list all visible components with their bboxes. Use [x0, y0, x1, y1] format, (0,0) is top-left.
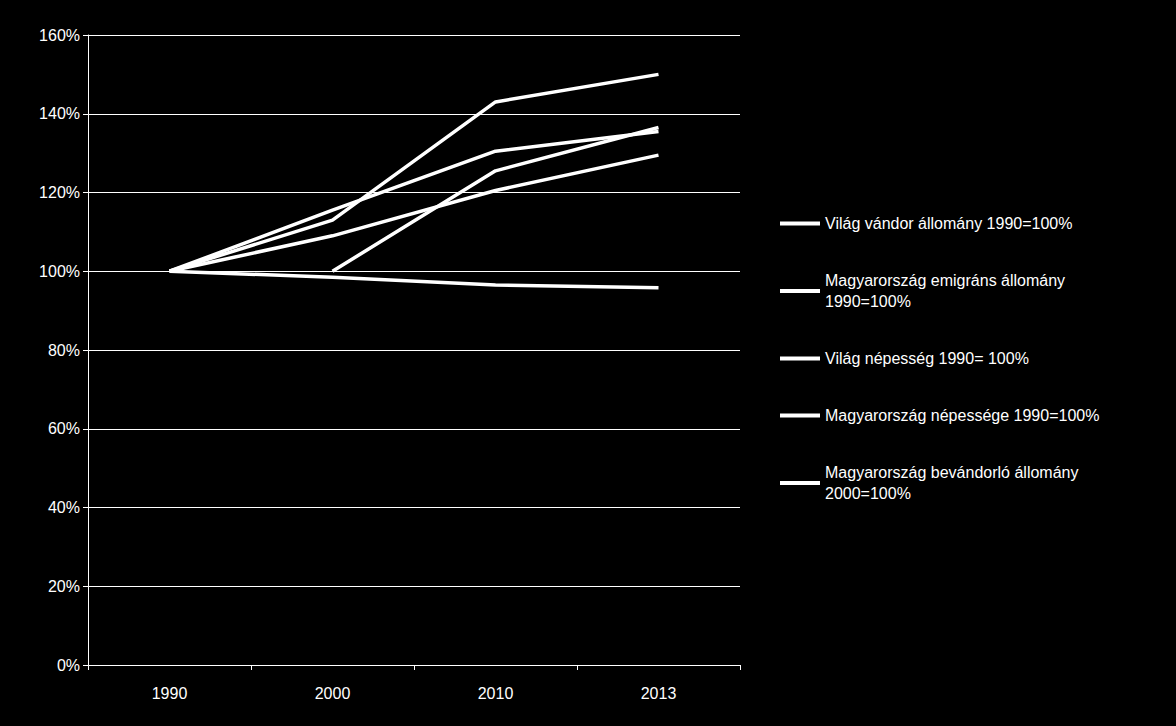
svg-text:2013: 2013 [641, 685, 677, 702]
svg-text:80%: 80% [48, 342, 80, 359]
svg-text:1990: 1990 [152, 685, 188, 702]
svg-text:Magyarország bevándorló állomá: Magyarország bevándorló állomány [825, 464, 1083, 481]
svg-text:120%: 120% [39, 184, 80, 201]
svg-text:Magyarország emigráns állomány: Magyarország emigráns állomány [825, 272, 1070, 289]
svg-text:2010: 2010 [478, 685, 514, 702]
svg-text:20%: 20% [48, 578, 80, 595]
svg-text:160%: 160% [39, 27, 80, 44]
svg-text:140%: 140% [39, 105, 80, 122]
svg-text:0%: 0% [57, 657, 80, 674]
svg-text:40%: 40% [48, 499, 80, 516]
svg-text:60%: 60% [48, 420, 80, 437]
svg-text:Magyarország népessége 1990=10: Magyarország népessége 1990=100% [825, 407, 1099, 424]
svg-text:1990=100%: 1990=100% [825, 293, 911, 310]
svg-text:2000: 2000 [315, 685, 351, 702]
svg-text:2000=100%: 2000=100% [825, 485, 911, 502]
svg-text:Világ népesség 1990= 100%: Világ népesség 1990= 100% [825, 350, 1029, 367]
svg-text:100%: 100% [39, 263, 80, 280]
svg-text:Világ vándor állomány 1990=100: Világ vándor állomány 1990=100% [825, 215, 1072, 232]
